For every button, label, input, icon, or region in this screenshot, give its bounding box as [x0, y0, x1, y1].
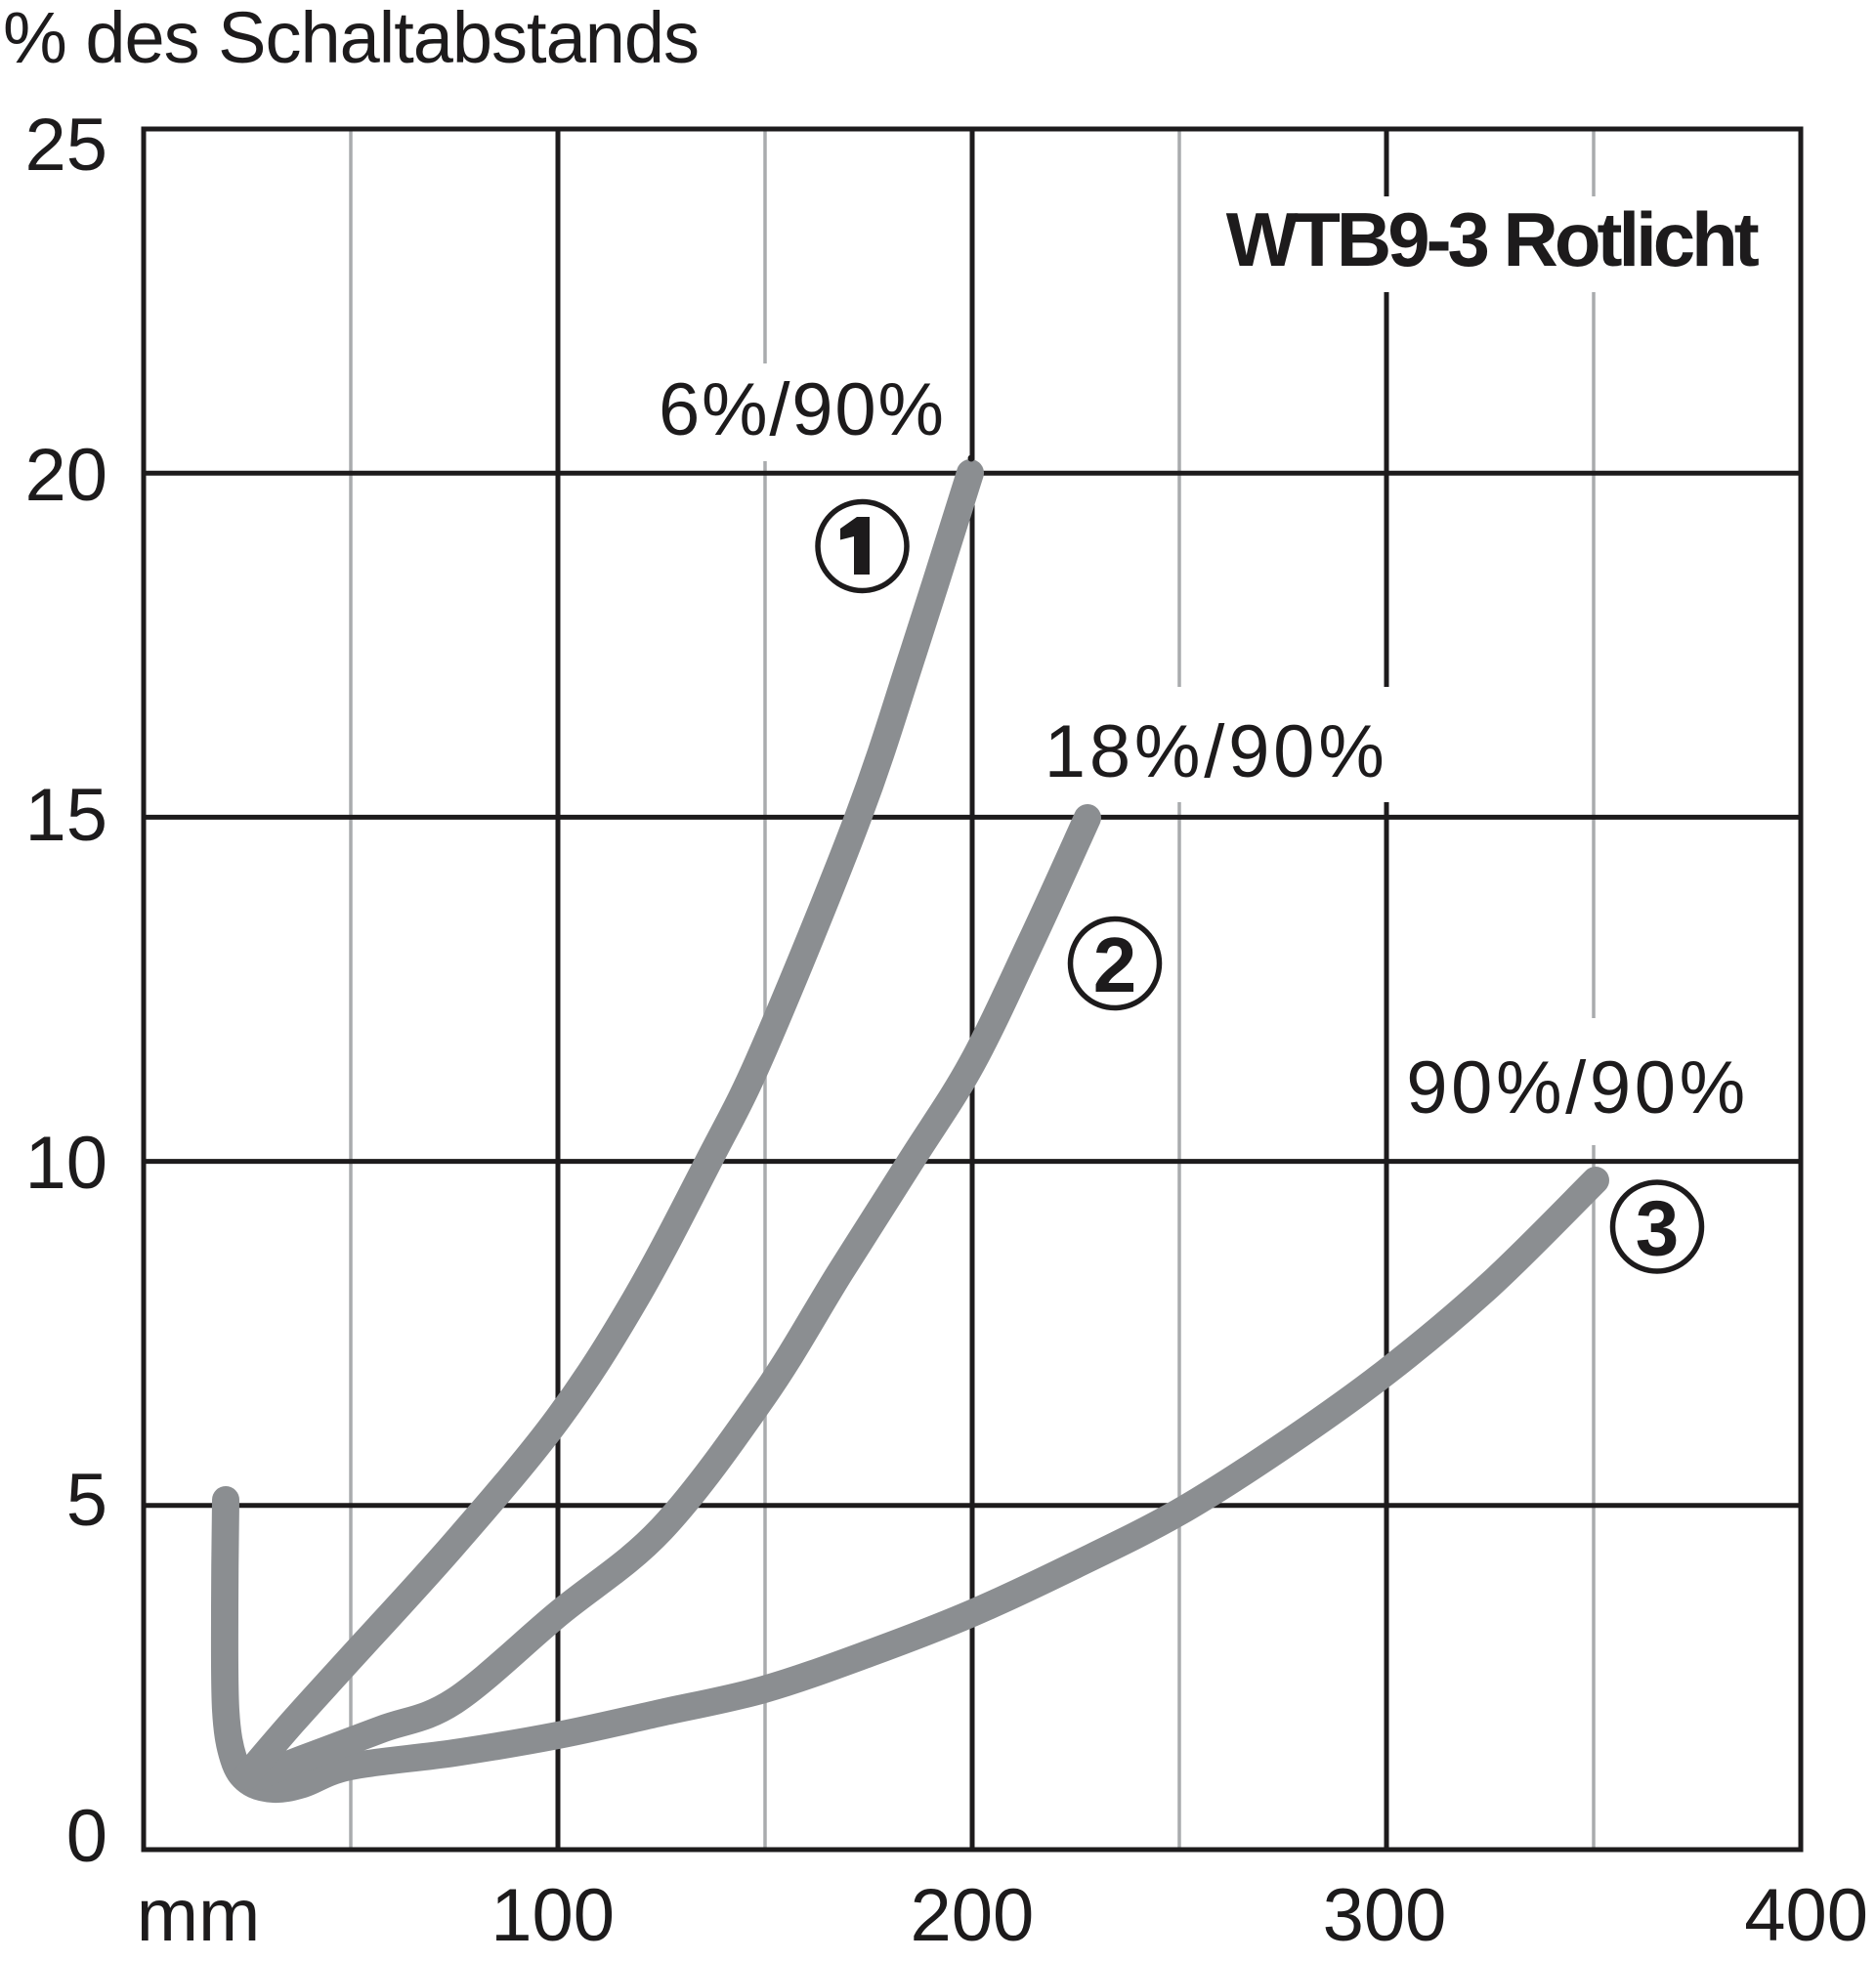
- svg-text:2: 2: [1093, 921, 1137, 1008]
- svg-text:WTB9-3 Rotlicht: WTB9-3 Rotlicht: [1226, 196, 1760, 282]
- svg-text:20: 20: [24, 434, 107, 517]
- svg-text:mm: mm: [137, 1874, 261, 1957]
- svg-text:3: 3: [1636, 1185, 1680, 1272]
- svg-text:0: 0: [66, 1795, 107, 1878]
- svg-text:400: 400: [1744, 1874, 1868, 1957]
- svg-text:% des Schaltabstands: % des Schaltabstands: [3, 0, 700, 78]
- svg-text:300: 300: [1323, 1874, 1447, 1957]
- svg-text:10: 10: [24, 1122, 107, 1205]
- svg-text:100: 100: [490, 1874, 615, 1957]
- svg-text:5: 5: [66, 1459, 107, 1542]
- svg-text:200: 200: [910, 1874, 1034, 1957]
- svg-text:25: 25: [24, 104, 107, 187]
- svg-text:90%/90%: 90%/90%: [1406, 1046, 1745, 1130]
- svg-text:6%/90%: 6%/90%: [659, 368, 944, 451]
- svg-text:18%/90%: 18%/90%: [1045, 710, 1385, 793]
- svg-text:15: 15: [24, 774, 107, 857]
